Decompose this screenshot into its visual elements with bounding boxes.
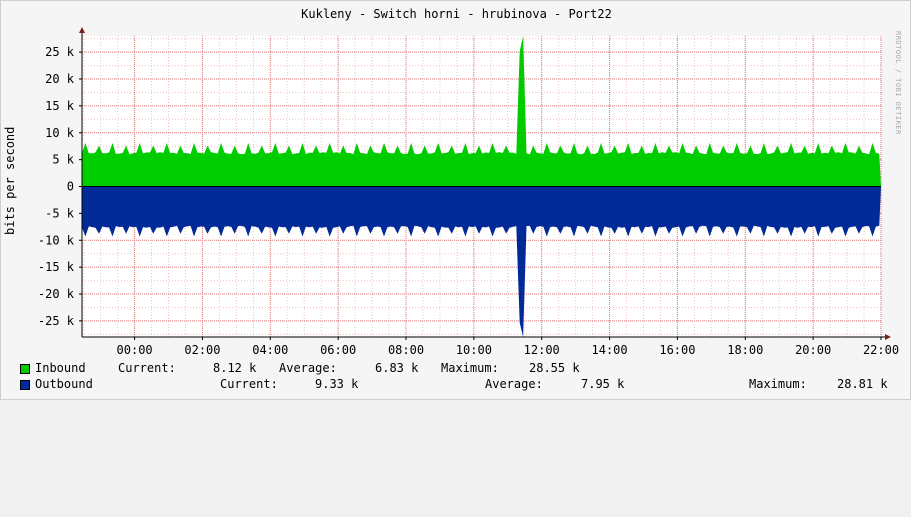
x-tick-label: 20:00 (795, 343, 831, 357)
series-area-outbound (82, 186, 881, 337)
x-tick-label: 00:00 (117, 343, 153, 357)
inbound-maximum-label: Maximum: (441, 361, 499, 375)
outbound-maximum-label: Maximum: (749, 377, 807, 391)
inbound-name: Inbound (35, 361, 86, 375)
y-tick-label: -25 k (38, 314, 75, 328)
x-tick-label: 04:00 (252, 343, 288, 357)
y-tick-label: 10 k (45, 126, 75, 140)
inbound-current-label: Current: (118, 361, 176, 375)
y-tick-label: 25 k (45, 45, 75, 59)
outbound-swatch (20, 380, 30, 390)
outbound-maximum-value: 28.81 k (837, 377, 888, 391)
y-tick-label: 0 (67, 180, 74, 194)
y-tick-label: 15 k (45, 99, 75, 113)
series-area-inbound (82, 36, 881, 187)
y-axis-arrow (79, 27, 85, 33)
x-tick-label: 08:00 (388, 343, 424, 357)
inbound-average-value: 6.83 k (375, 361, 419, 375)
inbound-average-label: Average: (279, 361, 337, 375)
x-tick-label: 22:00 (863, 343, 899, 357)
inbound-current-value: 8.12 k (213, 361, 257, 375)
plot-area: 25 k 20 k 15 k 10 k 5 k 0 -5 k -10 k -15 k -20 k -… (38, 27, 899, 357)
inbound-swatch (20, 364, 30, 374)
outbound-current-value: 9.33 k (315, 377, 359, 391)
inbound-maximum-value: 28.55 k (529, 361, 580, 375)
y-tick-label: -15 k (38, 260, 75, 274)
legend-row-inbound: Inbound Current: 8.12 k Average: 6.83 k … (1, 361, 911, 377)
chart-title: Kukleny - Switch horni - hrubinova - Por… (301, 7, 612, 21)
x-tick-label: 14:00 (592, 343, 628, 357)
outbound-current-label: Current: (220, 377, 278, 391)
legend-row-outbound: Outbound Current: 9.33 k Average: 7.95 k… (1, 377, 911, 393)
x-axis-arrow (885, 334, 891, 340)
outbound-average-value: 7.95 k (581, 377, 625, 391)
y-tick-label: -20 k (38, 287, 75, 301)
outbound-average-label: Average: (485, 377, 543, 391)
y-tick-label: 20 k (45, 72, 75, 86)
y-tick-label: -10 k (38, 233, 75, 247)
x-tick-label: 16:00 (659, 343, 695, 357)
y-tick-label: 5 k (52, 153, 74, 167)
x-tick-label: 12:00 (524, 343, 560, 357)
x-tick-label: 10:00 (456, 343, 492, 357)
chart-frame: Kukleny - Switch horni - hrubinova - Por… (0, 0, 911, 400)
x-tick-label: 02:00 (184, 343, 220, 357)
y-tick-label: -5 k (45, 206, 75, 220)
outbound-name: Outbound (35, 377, 93, 391)
rrdtool-watermark: RRDTOOL / TOBI OETIKER (894, 31, 902, 135)
x-tick-label: 18:00 (727, 343, 763, 357)
x-tick-label: 06:00 (320, 343, 356, 357)
